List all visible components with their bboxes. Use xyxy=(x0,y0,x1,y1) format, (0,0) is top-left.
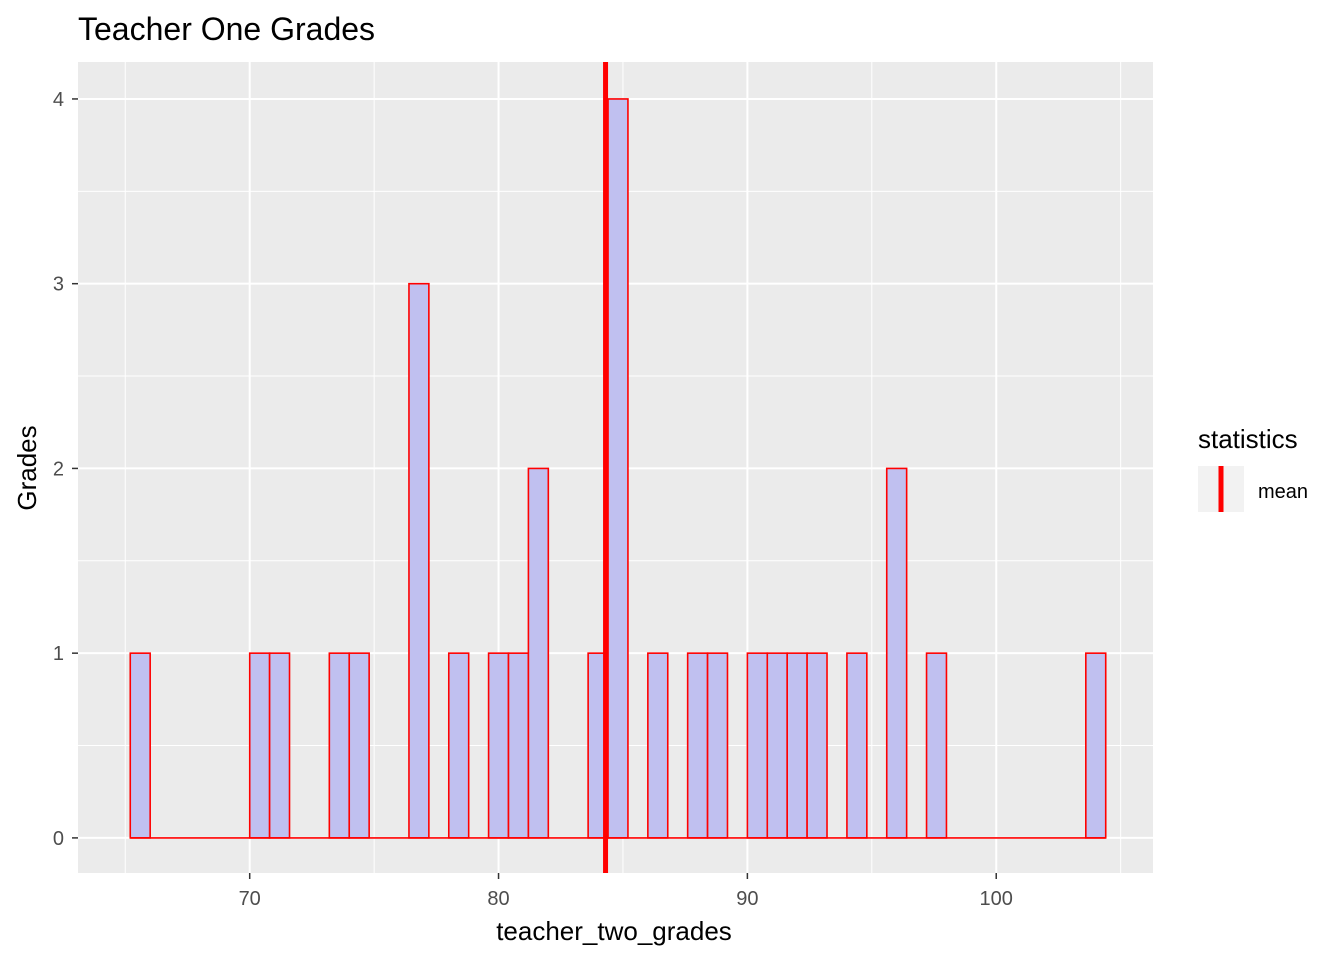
histogram-bar xyxy=(746,652,769,839)
histogram-bar xyxy=(766,652,789,839)
x-axis-title: teacher_two_grades xyxy=(496,916,732,946)
histogram-bar xyxy=(806,652,828,839)
histogram-bar xyxy=(129,652,151,839)
legend-label-mean: mean xyxy=(1258,481,1308,503)
histogram-bar xyxy=(248,652,271,839)
x-tick-label: 100 xyxy=(980,888,1013,910)
histogram-bar xyxy=(507,652,530,839)
histogram-bar xyxy=(268,652,291,839)
histogram-bar xyxy=(786,652,808,839)
histogram-bar xyxy=(348,652,370,839)
histogram-bar xyxy=(686,652,709,839)
histogram-bar xyxy=(447,652,470,839)
legend-title: statistics xyxy=(1198,424,1298,454)
y-tick-label: 2 xyxy=(53,458,64,480)
histogram-bar xyxy=(328,652,351,839)
histogram-bar xyxy=(925,652,948,839)
histogram-bar xyxy=(846,652,868,839)
y-axis: 0 1 2 3 4 xyxy=(53,89,78,850)
histogram-bar xyxy=(885,467,908,839)
x-tick-label: 70 xyxy=(239,888,261,910)
histogram-bar xyxy=(527,467,550,839)
histogram-bar xyxy=(647,652,669,839)
histogram-bar xyxy=(1085,652,1107,839)
histogram-bar xyxy=(706,652,729,839)
legend: statistics mean xyxy=(1198,424,1308,512)
y-tick-label: 1 xyxy=(53,643,64,665)
x-tick-label: 90 xyxy=(736,888,758,910)
y-axis-title: Grades xyxy=(12,425,42,510)
histogram-bar xyxy=(487,652,510,839)
histogram-bar xyxy=(408,282,430,839)
x-axis: 70 80 90 100 xyxy=(239,873,1013,910)
x-tick-label: 80 xyxy=(487,888,509,910)
y-tick-label: 0 xyxy=(53,828,64,850)
histogram-bar xyxy=(607,98,629,839)
chart-title: Teacher One Grades xyxy=(78,11,375,47)
y-tick-label: 3 xyxy=(53,274,64,296)
y-tick-label: 4 xyxy=(53,89,64,111)
